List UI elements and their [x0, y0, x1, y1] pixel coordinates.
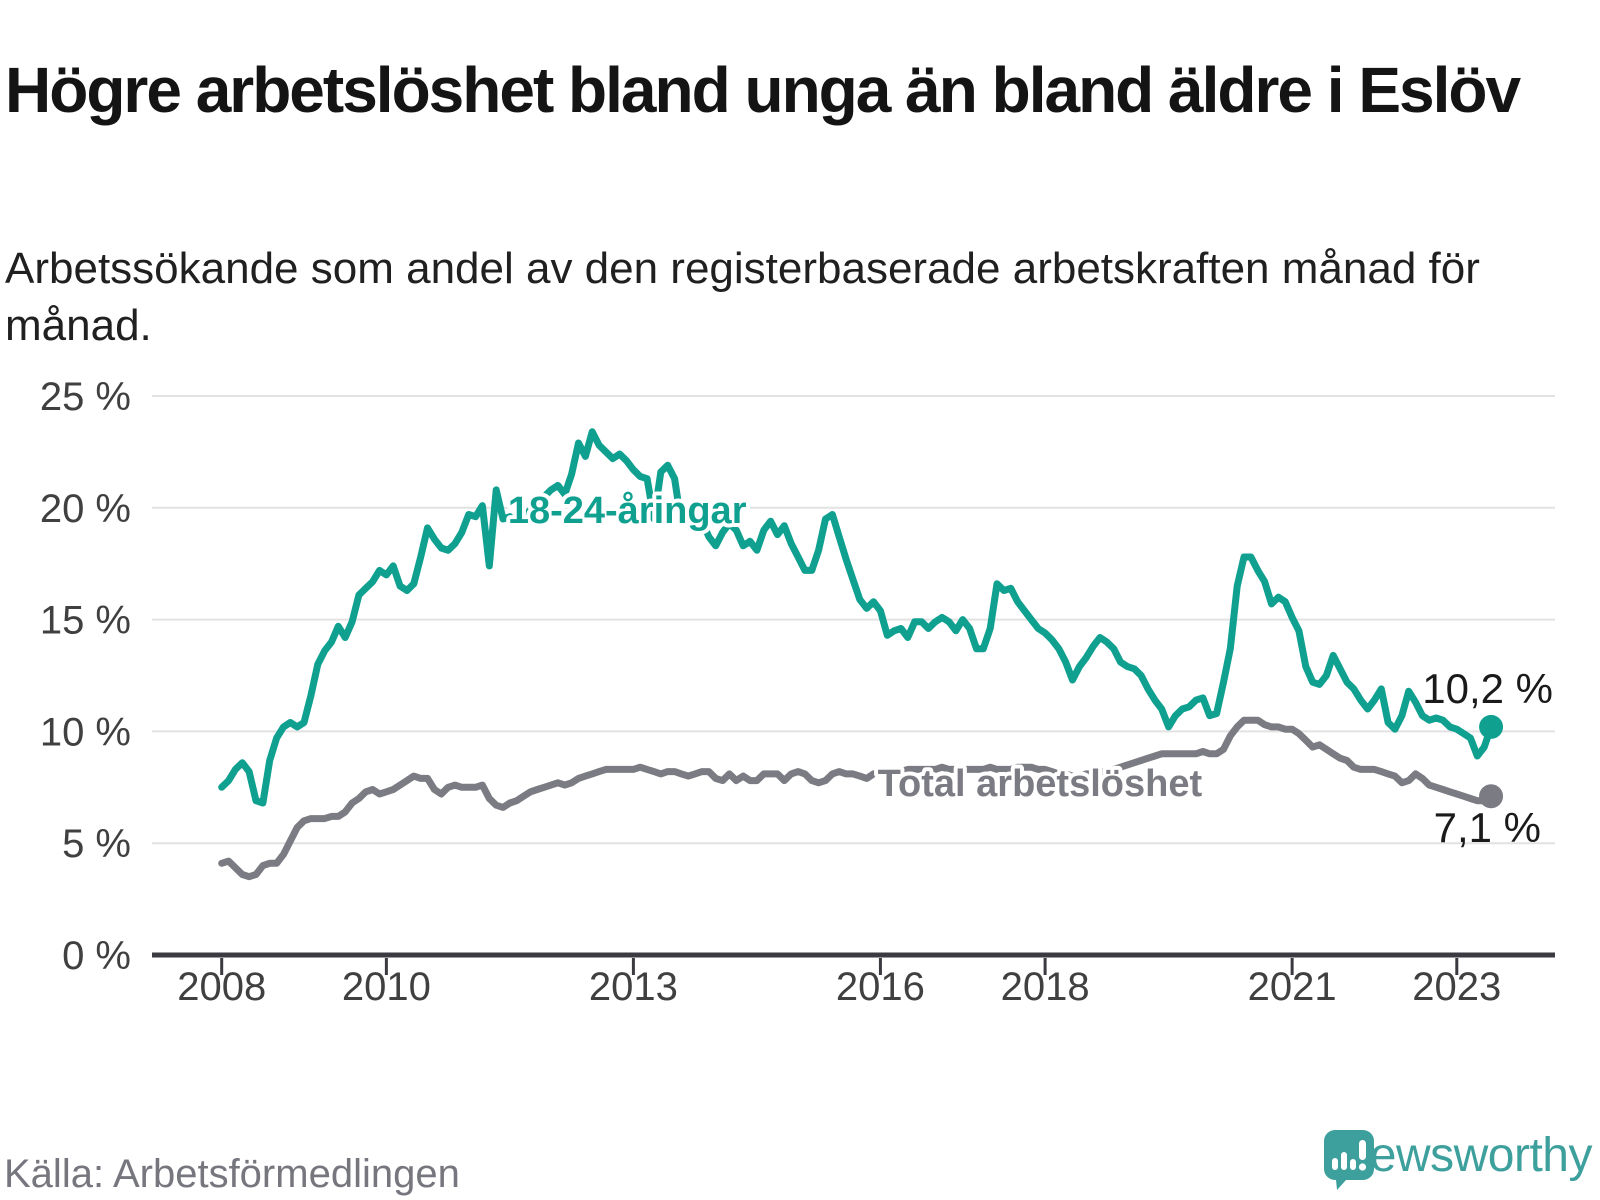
series-label-total: Total arbetslöshet — [878, 763, 1203, 805]
page-subtitle: Arbetssökande som andel av den registerb… — [5, 244, 1480, 351]
x-axis-label: 2023 — [1412, 965, 1501, 1009]
newsworthy-logo: Newsworthy — [1322, 1128, 1593, 1190]
x-axis-label: 2010 — [342, 965, 431, 1009]
x-axis-label: 2016 — [836, 965, 925, 1009]
line-chart-canvas: 0 % 5 % 10 % 15 % 20 % 25 % 2008 2010 2013 2016 20… — [40, 375, 1555, 1009]
end-dot-total — [1479, 784, 1504, 809]
newsworthy-logo-text: Newsworthy — [1335, 1129, 1593, 1182]
x-axis-label: 2008 — [177, 965, 266, 1009]
y-axis-label: 25 % — [40, 375, 131, 419]
end-value-label-youth: 10,2 % — [1422, 665, 1553, 712]
page-title: Högre arbetslöshet bland unga än bland ä… — [5, 53, 1521, 126]
source-note: Källa: Arbetsförmedlingen — [4, 1152, 460, 1196]
x-axis-label: 2013 — [589, 965, 678, 1009]
end-dot-youth — [1479, 714, 1504, 739]
x-axis-label: 2018 — [1001, 965, 1090, 1009]
y-axis-label: 20 % — [40, 487, 131, 531]
series-label-youth: 18-24-åringar — [508, 490, 747, 532]
y-axis-label: 0 % — [62, 934, 131, 978]
x-axis-label: 2021 — [1248, 965, 1337, 1009]
y-axis-label: 15 % — [40, 599, 131, 643]
series-line-total — [218, 716, 1495, 881]
series-line-youth — [218, 428, 1495, 807]
end-value-label-total: 7,1 % — [1434, 804, 1541, 851]
y-axis-label: 10 % — [40, 710, 131, 754]
y-axis-label: 5 % — [62, 822, 131, 866]
